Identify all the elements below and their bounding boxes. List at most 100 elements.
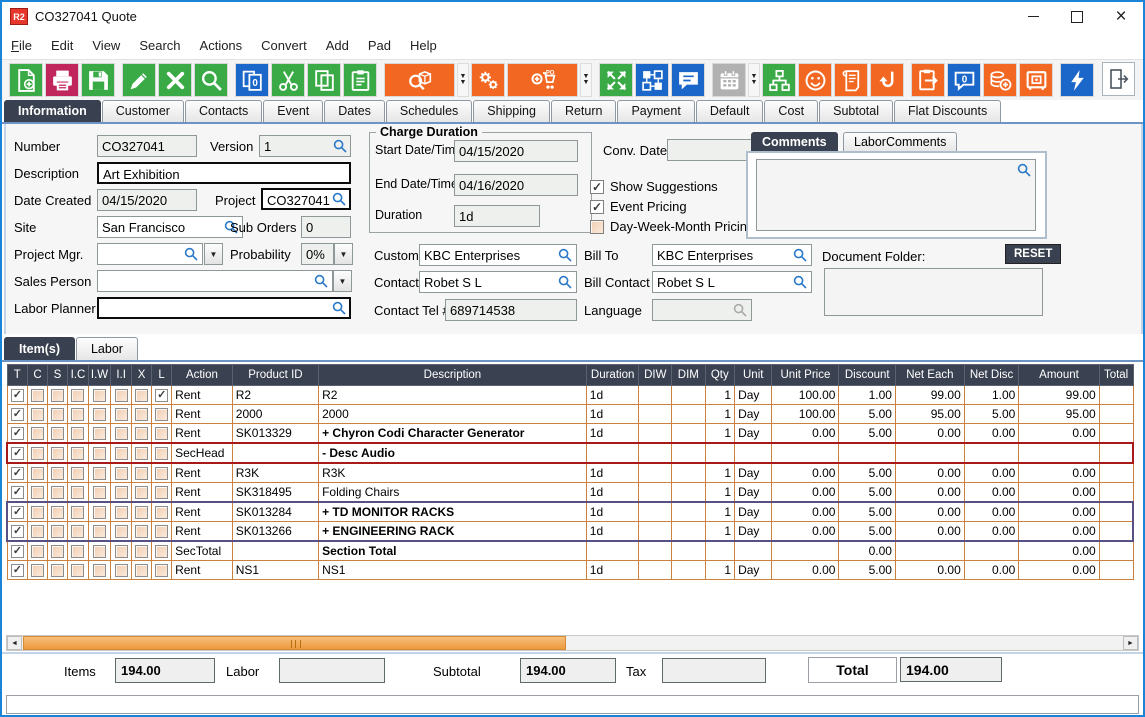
gears-icon[interactable] xyxy=(471,63,505,97)
cell-dim[interactable] xyxy=(671,462,706,483)
new-document-icon[interactable] xyxy=(9,63,43,97)
row-checkbox-l[interactable] xyxy=(155,564,169,578)
cell-action[interactable]: Rent xyxy=(171,482,233,503)
comment-icon[interactable] xyxy=(671,63,705,97)
search-item-icon[interactable] xyxy=(384,63,455,97)
return-icon[interactable] xyxy=(870,63,904,97)
menu-item-convert[interactable]: Convert xyxy=(261,37,307,53)
menu-item-pad[interactable]: Pad xyxy=(367,37,391,53)
cell-diw[interactable] xyxy=(638,462,673,483)
cell-duration[interactable]: 1d xyxy=(585,404,640,424)
row-checkbox-c[interactable] xyxy=(31,506,44,520)
row-checkbox-l[interactable] xyxy=(155,545,169,559)
cell-product-id[interactable]: NS1 xyxy=(231,560,320,580)
cell-product-id[interactable] xyxy=(231,540,320,561)
menu-item-help[interactable]: Help xyxy=(409,37,437,53)
column-header-t[interactable]: T xyxy=(6,364,28,386)
scroll-right-icon[interactable]: ► xyxy=(1123,636,1138,650)
cell-diw[interactable] xyxy=(638,482,673,503)
tab-payment[interactable]: Payment xyxy=(617,100,695,122)
row-checkbox-x[interactable] xyxy=(135,427,149,441)
version-search-icon[interactable] xyxy=(333,139,347,153)
cell-description[interactable]: - Desc Audio xyxy=(318,442,587,464)
row-checkbox-iw[interactable] xyxy=(93,525,107,539)
cell-total[interactable] xyxy=(1098,540,1134,561)
cell-discount[interactable]: 5.00 xyxy=(838,482,896,503)
cell-dim[interactable] xyxy=(671,540,706,561)
save-icon[interactable] xyxy=(81,63,115,97)
cell-description[interactable]: + Chyron Codi Character Generator xyxy=(318,423,587,444)
cell-net-disc[interactable]: 0.00 xyxy=(963,501,1020,522)
workflow-icon[interactable] xyxy=(635,63,669,97)
number-field[interactable]: CO327041 xyxy=(97,135,197,157)
tab-contacts[interactable]: Contacts xyxy=(184,100,263,122)
cell-unit-price[interactable]: 0.00 xyxy=(771,462,840,483)
checkbox-day-week-month-pricing[interactable] xyxy=(590,220,604,234)
cell-total[interactable] xyxy=(1098,462,1134,483)
row-checkbox-ic[interactable] xyxy=(71,427,85,441)
row-checkbox-s[interactable] xyxy=(51,564,64,578)
column-header-discount[interactable]: Discount xyxy=(838,364,896,386)
row-checkbox-ii[interactable] xyxy=(114,467,128,481)
row-checkbox-iw[interactable] xyxy=(93,389,107,403)
menu-item-edit[interactable]: Edit xyxy=(50,37,74,53)
row-checkbox-ii[interactable] xyxy=(114,545,128,559)
version-field[interactable]: 1 xyxy=(259,135,351,157)
cell-unit[interactable] xyxy=(734,540,773,561)
tab-labor[interactable]: Labor xyxy=(75,337,138,360)
row-checkbox-x[interactable] xyxy=(135,467,149,481)
cell-net-disc[interactable] xyxy=(963,540,1020,561)
cell-amount[interactable]: 95.00 xyxy=(1018,404,1100,424)
tab-event[interactable]: Event xyxy=(263,100,324,122)
tab-default[interactable]: Default xyxy=(695,100,764,122)
cell-duration[interactable] xyxy=(585,442,640,464)
row-checkbox-ii[interactable] xyxy=(114,427,128,441)
cell-total[interactable] xyxy=(1098,385,1134,405)
cell-discount[interactable] xyxy=(838,442,896,464)
row-checkbox-t[interactable] xyxy=(10,388,24,403)
cell-product-id[interactable] xyxy=(231,442,320,464)
row-checkbox-iw[interactable] xyxy=(93,427,107,441)
expand-icon[interactable] xyxy=(599,63,633,97)
cell-qty[interactable]: 1 xyxy=(704,482,736,503)
cell-unit-price[interactable] xyxy=(771,540,840,561)
cell-discount[interactable]: 5.00 xyxy=(838,462,896,483)
scrollbar-thumb[interactable] xyxy=(23,636,566,650)
row-checkbox-s[interactable] xyxy=(51,389,64,403)
cell-product-id[interactable]: R3K xyxy=(231,462,320,483)
site-search-icon[interactable] xyxy=(224,220,238,234)
sales-person-search-icon[interactable] xyxy=(314,274,328,288)
row-checkbox-t[interactable] xyxy=(10,466,24,481)
tab-cost[interactable]: Cost xyxy=(764,100,819,122)
tab-comments[interactable]: Comments xyxy=(751,132,838,152)
cell-product-id[interactable]: SK013329 xyxy=(231,423,320,444)
row-checkbox-s[interactable] xyxy=(51,427,64,441)
cell-qty[interactable]: 1 xyxy=(704,404,736,424)
row-checkbox-l[interactable] xyxy=(155,388,169,403)
horizontal-scrollbar[interactable]: ◄ ► xyxy=(6,635,1139,651)
cell-discount[interactable]: 5.00 xyxy=(838,423,896,444)
customer-search-icon[interactable] xyxy=(558,248,572,262)
cell-net-each[interactable] xyxy=(894,540,965,561)
project-mgr-dropdown[interactable] xyxy=(204,243,223,265)
cell-duration[interactable]: 1d xyxy=(585,501,640,522)
row-checkbox-x[interactable] xyxy=(135,408,149,422)
row-checkbox-ic[interactable] xyxy=(71,408,85,422)
row-checkbox-c[interactable] xyxy=(31,525,44,539)
project-field[interactable]: CO327041 xyxy=(261,188,351,210)
delete-icon[interactable] xyxy=(158,63,192,97)
project-mgr-field[interactable] xyxy=(97,243,203,265)
row-checkbox-x[interactable] xyxy=(135,564,149,578)
cell-qty[interactable]: 1 xyxy=(704,385,736,405)
cell-product-id[interactable]: R2 xyxy=(231,385,320,405)
row-checkbox-t[interactable] xyxy=(11,524,24,539)
table-row[interactable]: SecHead - Desc Audio xyxy=(6,442,1134,464)
cell-description[interactable]: R3K xyxy=(318,462,587,483)
row-checkbox-t[interactable] xyxy=(11,446,24,461)
row-checkbox-l[interactable] xyxy=(155,525,169,539)
tab-schedules[interactable]: Schedules xyxy=(385,100,473,122)
edit-icon[interactable] xyxy=(122,63,156,97)
scroll-left-icon[interactable]: ◄ xyxy=(7,636,22,650)
row-checkbox-l[interactable] xyxy=(155,447,169,461)
cell-net-each[interactable]: 0.00 xyxy=(894,423,965,444)
